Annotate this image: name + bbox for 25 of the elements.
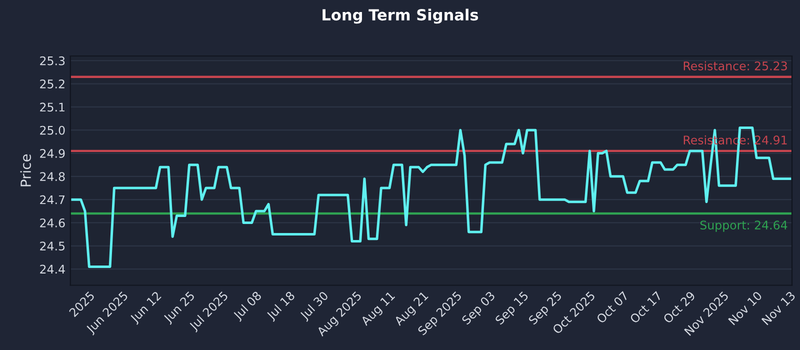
x-tick-label: Oct 17 (629, 290, 662, 324)
x-tick-label: Jul 18 (266, 290, 297, 322)
x-tick-label: Sep 15 (494, 290, 530, 327)
ref-line-label: Support: 24.64 (700, 220, 788, 232)
x-tick-label: Aug 11 (360, 291, 397, 328)
line-series (71, 126, 792, 268)
y-tick-label: 25.1 (40, 102, 64, 112)
y-tick-label: 24.5 (40, 242, 65, 251)
y-tick-label: 25.2 (40, 80, 64, 88)
chart-title: Long Term Signals (322, 8, 478, 24)
y-tick-label: 24.8 (40, 172, 65, 182)
y-tick-label: 25.3 (40, 56, 65, 66)
y-tick-label: 24.9 (40, 148, 65, 158)
y-axis-title: Price (20, 154, 32, 186)
x-tick-label: Nov 13 (761, 290, 796, 326)
y-tick-label: 25.0 (40, 126, 65, 135)
x-tick-label: Jun 12 (129, 291, 164, 325)
x-tick-label: Jul 30 (298, 290, 330, 322)
y-tick-label: 24.6 (40, 218, 65, 228)
y-tick-label: 24.4 (40, 264, 65, 274)
ref-line-label: Resistance: 25.23 (684, 61, 787, 70)
x-tick-label: Jul 08 (232, 290, 264, 322)
y-tick-label: 24.7 (40, 195, 65, 204)
x-tick-label: Oct 07 (596, 290, 629, 324)
x-tick-label: Nov 10 (728, 290, 762, 326)
